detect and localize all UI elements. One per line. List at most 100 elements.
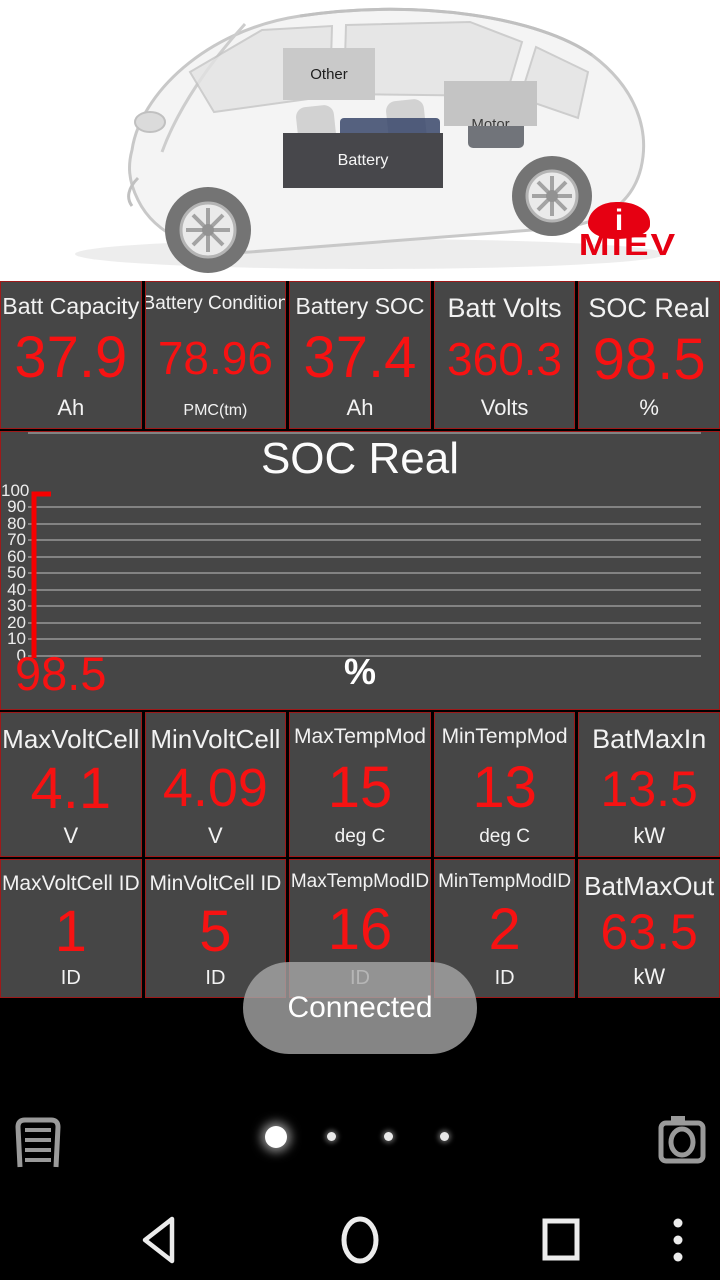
page-dot-active[interactable] bbox=[265, 1126, 287, 1148]
tile-unit: V bbox=[63, 822, 79, 848]
battery-button[interactable]: Battery bbox=[283, 133, 443, 188]
tile-value: 37.9 bbox=[14, 325, 128, 390]
tile-value: 13.5 bbox=[600, 760, 698, 817]
tile-title: MinTempMod bbox=[441, 725, 568, 748]
tile-batt-capacity: Batt Capacity 37.9 Ah bbox=[0, 281, 142, 429]
tile-battery-condition: Battery Condition 78.96 PMC(tm) bbox=[144, 281, 287, 429]
tile-unit: ID bbox=[494, 966, 515, 989]
nav-recents-button[interactable] bbox=[521, 1200, 601, 1280]
tile-value: 98.5 bbox=[592, 327, 706, 393]
tile-title: MaxVoltCell bbox=[2, 724, 140, 754]
tile-minvoltcell: MinVoltCell 4.09 V bbox=[144, 712, 287, 857]
tile-unit: PMC(tm) bbox=[183, 402, 248, 420]
tile-batmaxout: BatMaxOut 63.5 kW bbox=[578, 859, 720, 998]
soc-real-chart: SOC Real 100 90 80 70 60 50 40 30 20 10 … bbox=[0, 431, 720, 710]
tile-unit: V bbox=[208, 822, 223, 848]
tile-mintempmod: MinTempMod 13 deg C bbox=[433, 712, 576, 857]
tile-title: Batt Capacity bbox=[2, 293, 140, 319]
tile-value: 78.96 bbox=[157, 331, 273, 384]
car-header: Other Motor Battery i MiEV bbox=[0, 0, 720, 281]
motor-button-label: Motor bbox=[471, 116, 510, 126]
tile-unit: kW bbox=[633, 963, 666, 989]
gridline bbox=[28, 556, 701, 558]
gridline bbox=[28, 589, 701, 591]
gridline bbox=[28, 622, 701, 624]
chart-title: SOC Real bbox=[260, 434, 460, 483]
stats-row-1: Batt Capacity 37.9 Ah Battery Condition … bbox=[0, 281, 720, 429]
chart-current-value: 98.5 bbox=[15, 647, 107, 700]
y-axis-tick: 100 bbox=[1, 481, 30, 500]
nav-overflow-button[interactable] bbox=[648, 1200, 708, 1280]
tile-unit: deg C bbox=[334, 826, 386, 848]
tile-value: 37.4 bbox=[303, 325, 417, 390]
tile-title: Battery Condition bbox=[144, 293, 287, 314]
miev-logo-text: MiEV bbox=[578, 228, 678, 262]
gridline bbox=[28, 539, 701, 541]
tile-value: 360.3 bbox=[447, 332, 563, 385]
back-icon bbox=[142, 1216, 175, 1264]
tile-value: 13 bbox=[472, 755, 537, 821]
other-button[interactable]: Other bbox=[283, 48, 375, 100]
page-indicator bbox=[255, 1120, 465, 1154]
gridline bbox=[28, 432, 701, 434]
gridline bbox=[28, 638, 701, 640]
tile-value: 5 bbox=[199, 898, 232, 964]
y-axis-tick: 20 bbox=[7, 613, 26, 632]
recents-icon bbox=[542, 1218, 580, 1261]
chart-x-unit: % bbox=[343, 651, 376, 692]
menu-list-icon bbox=[15, 1117, 61, 1168]
tile-title: MinTempModID bbox=[438, 871, 572, 892]
y-axis-tick: 10 bbox=[7, 629, 26, 648]
gridline bbox=[28, 572, 701, 574]
tile-title: BatMaxIn bbox=[592, 724, 707, 754]
y-axis-tick: 80 bbox=[7, 514, 26, 533]
tile-unit: Ah bbox=[346, 394, 374, 420]
tile-batt-volts: Batt Volts 360.3 Volts bbox=[433, 281, 576, 429]
screenshot-button[interactable] bbox=[654, 1112, 710, 1168]
y-axis-tick: 70 bbox=[7, 530, 26, 549]
tile-value: 16 bbox=[327, 897, 393, 963]
toast-label: Connected bbox=[287, 991, 433, 1024]
tile-title: BatMaxOut bbox=[584, 871, 715, 901]
tile-title: SOC Real bbox=[588, 293, 710, 323]
tile-unit: ID bbox=[60, 967, 81, 989]
tile-value: 4.1 bbox=[30, 756, 112, 822]
tile-value: 63.5 bbox=[600, 903, 698, 960]
tile-title: Battery SOC bbox=[295, 293, 425, 319]
home-icon bbox=[341, 1216, 379, 1264]
tile-unit: ID bbox=[205, 967, 226, 989]
tile-title: MinVoltCell ID bbox=[149, 872, 282, 895]
tile-value: 1 bbox=[54, 898, 87, 964]
y-axis-tick: 50 bbox=[7, 563, 26, 582]
tile-title: MaxVoltCell ID bbox=[1, 872, 140, 895]
tile-value: 4.09 bbox=[162, 758, 268, 819]
tile-unit: Ah bbox=[57, 394, 85, 420]
menu-button[interactable] bbox=[10, 1114, 66, 1170]
battery-button-label: Battery bbox=[337, 151, 389, 169]
tile-unit: deg C bbox=[479, 826, 530, 848]
tile-unit: Volts bbox=[480, 394, 529, 420]
page-dot[interactable] bbox=[384, 1132, 393, 1141]
miev-logo-i: i bbox=[614, 203, 624, 237]
nav-home-button[interactable] bbox=[320, 1200, 400, 1280]
tile-battery-soc: Battery SOC 37.4 Ah bbox=[289, 281, 431, 429]
tile-maxvoltcell-id: MaxVoltCell ID 1 ID bbox=[0, 859, 142, 998]
overflow-dots-icon bbox=[673, 1218, 683, 1262]
gridline bbox=[28, 506, 701, 508]
miev-logo-icon: i bbox=[588, 202, 650, 239]
tile-batmaxin: BatMaxIn 13.5 kW bbox=[578, 712, 720, 857]
page-dot[interactable] bbox=[440, 1132, 449, 1141]
tile-title: Batt Volts bbox=[447, 293, 562, 323]
camera-icon bbox=[658, 1116, 706, 1164]
soc-data-line bbox=[31, 491, 51, 658]
y-axis-tick: 90 bbox=[7, 497, 26, 516]
page-dot[interactable] bbox=[327, 1132, 336, 1141]
nav-back-button[interactable] bbox=[118, 1200, 198, 1280]
android-nav-bar bbox=[0, 1200, 720, 1280]
connection-toast: Connected bbox=[243, 962, 477, 1054]
y-axis-tick: 30 bbox=[7, 596, 26, 615]
motor-button[interactable]: Motor bbox=[444, 81, 537, 126]
gridline bbox=[28, 605, 701, 607]
stats-row-2: MaxVoltCell 4.1 V MinVoltCell 4.09 V Max… bbox=[0, 712, 720, 857]
y-axis-tick: 0 bbox=[16, 646, 26, 665]
